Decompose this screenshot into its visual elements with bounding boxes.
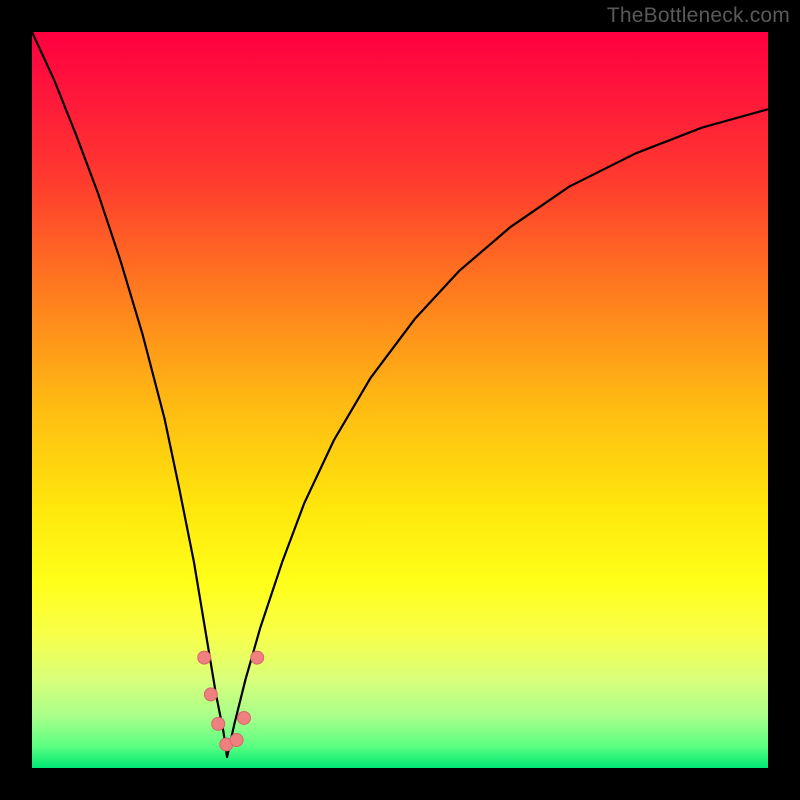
curve-marker (237, 711, 250, 724)
curve-marker (230, 734, 243, 747)
curve-marker (198, 651, 211, 664)
canvas-root: TheBottleneck.com (0, 0, 800, 800)
bottleneck-chart (32, 32, 768, 768)
gradient-background (32, 32, 768, 768)
curve-marker (251, 651, 264, 664)
watermark-text: TheBottleneck.com (607, 4, 790, 28)
curve-marker (204, 688, 217, 701)
curve-marker (212, 717, 225, 730)
